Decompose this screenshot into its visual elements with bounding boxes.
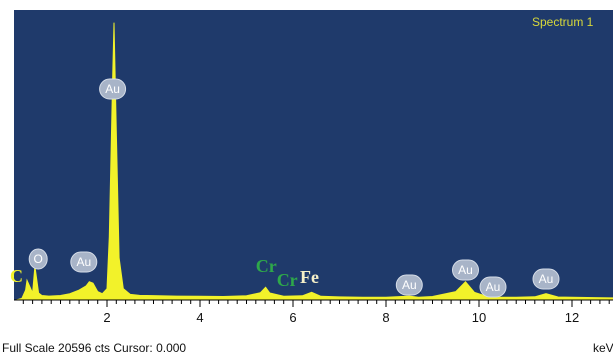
peak-label-text: Au: [105, 82, 120, 96]
peak-label-cr: Cr: [256, 256, 277, 276]
peak-label-text: Au: [486, 280, 501, 294]
x-axis-unit-label: keV: [593, 341, 613, 355]
peak-label-c: C: [10, 266, 23, 286]
peak-label-text: Au: [539, 272, 554, 286]
x-tick-label: 4: [196, 310, 203, 325]
peak-badge-o: O: [28, 248, 48, 270]
x-axis: 2 4 6 8 10 12: [14, 299, 613, 325]
peak-label-cr: Cr: [277, 270, 298, 290]
x-tick-label: 6: [289, 310, 296, 325]
plot-background: [14, 10, 613, 300]
x-tick-label: 8: [382, 310, 389, 325]
footer-status: Full Scale 20596 cts Cursor: 0.000: [2, 341, 186, 355]
peak-label-text: Au: [76, 255, 91, 269]
peak-badge-au: Au: [452, 259, 479, 281]
peak-badge-au: Au: [99, 78, 127, 100]
peak-badge-bubble: [452, 259, 479, 281]
peak-badge-au: Au: [70, 251, 98, 273]
peak-badge-au: Au: [532, 268, 560, 290]
x-tick-label: 2: [103, 310, 110, 325]
peak-badge-bubble: [479, 276, 507, 298]
peak-badge-bubble: [99, 78, 127, 100]
peak-badge-bubble: [532, 268, 560, 290]
peak-badge-bubble: [395, 274, 423, 296]
peak-label-fe: Fe: [300, 267, 319, 287]
peak-label-text: Au: [458, 263, 473, 277]
x-tick-label: 12: [565, 310, 579, 325]
peak-label-text: O: [34, 252, 43, 266]
peak-badge-bubble: [70, 251, 98, 273]
peak-badge-au: Au: [479, 276, 507, 298]
spectrum-title: Spectrum 1: [532, 15, 594, 29]
peak-badge-au: Au: [395, 274, 423, 296]
peak-label-text: Au: [402, 278, 417, 292]
peak-badge-bubble: [28, 248, 48, 270]
x-tick-label: 10: [472, 310, 486, 325]
